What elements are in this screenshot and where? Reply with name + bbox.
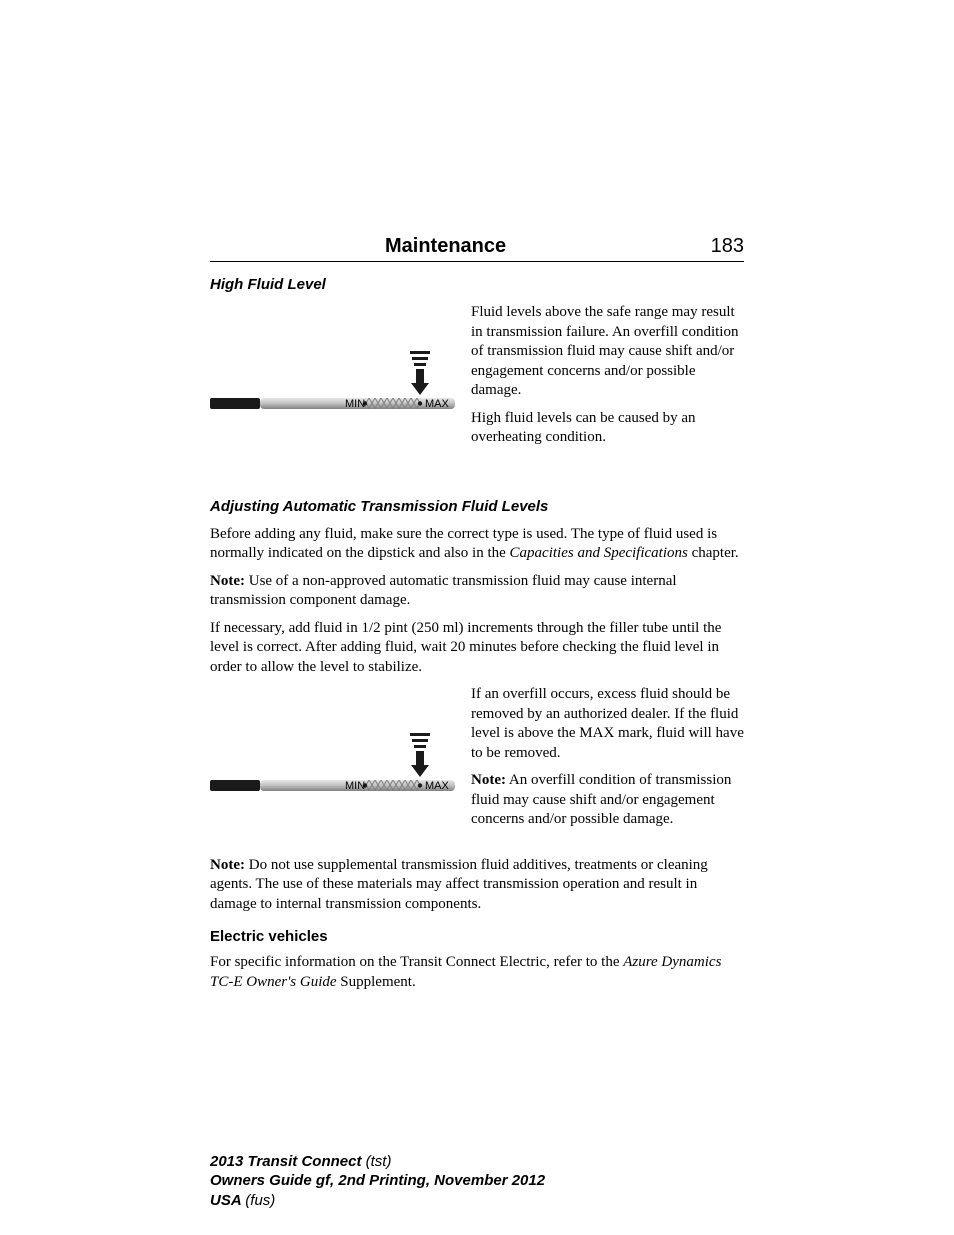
page-header: Maintenance 183 [210,235,744,262]
dipstick-figure-1: MIN MAX [210,303,455,456]
paragraph: Note: Use of a non-approved automatic tr… [210,572,744,611]
paragraph: Fluid levels above the safe range may re… [471,303,744,401]
paragraph: High fluid levels can be caused by an ov… [471,409,744,448]
page-content: Maintenance 183 High Fluid Level [0,0,954,992]
paragraph: If necessary, add fluid in 1/2 pint (250… [210,619,744,678]
paragraph: Note: Do not use supplemental transmissi… [210,856,744,915]
high-fluid-text: Fluid levels above the safe range may re… [471,303,744,456]
heading-electric: Electric vehicles [210,928,744,945]
footer-line-3: USA (fus) [210,1191,545,1211]
paragraph: If an overfill occurs, excess fluid shou… [471,685,744,763]
min-label: MIN [345,398,365,410]
dipstick-icon: MIN MAX [210,725,455,815]
dipstick-icon: MIN MAX [210,343,455,433]
paragraph: Before adding any fluid, make sure the c… [210,525,744,564]
page-footer: 2013 Transit Connect (tst) Owners Guide … [210,1152,545,1211]
svg-text:MIN: MIN [345,780,365,792]
footer-line-2: Owners Guide gf, 2nd Printing, November … [210,1171,545,1191]
svg-text:MAX: MAX [425,780,450,792]
heading-high-fluid: High Fluid Level [210,276,744,293]
adjusting-text: If an overfill occurs, excess fluid shou… [471,685,744,838]
max-label: MAX [425,398,450,410]
paragraph: Note: An overfill condition of transmiss… [471,771,744,830]
chapter-title: Maintenance [385,235,506,258]
page-number: 183 [711,235,744,258]
dipstick-figure-2: MIN MAX [210,685,455,838]
high-fluid-row: MIN MAX Fluid levels above the safe rang… [210,303,744,456]
paragraph: For specific information on the Transit … [210,953,744,992]
footer-line-1: 2013 Transit Connect (tst) [210,1152,545,1172]
adjusting-row: MIN MAX If an overfill occurs, excess fl… [210,685,744,838]
heading-adjusting: Adjusting Automatic Transmission Fluid L… [210,498,744,515]
